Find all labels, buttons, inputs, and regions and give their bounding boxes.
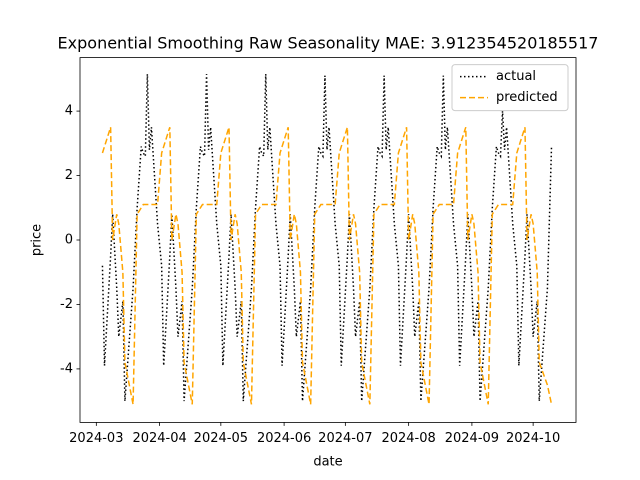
x-tick-label: 2024-08 — [381, 431, 435, 446]
x-axis-label: date — [313, 455, 342, 470]
x-tick-label: 2024-05 — [194, 431, 248, 446]
x-tick-label: 2024-10 — [506, 431, 560, 446]
x-tick-label: 2024-07 — [318, 431, 372, 446]
y-tick-label: 4 — [65, 104, 73, 119]
y-tick-label: 2 — [65, 168, 73, 183]
series-line — [101, 74, 553, 402]
x-tick-label: 2024-04 — [132, 431, 186, 446]
x-tick-label: 2024-06 — [257, 431, 311, 446]
y-tick-label: -4 — [60, 361, 73, 376]
legend-label: predicted — [496, 90, 558, 105]
y-tick-label: 0 — [65, 233, 73, 248]
y-axis-label: price — [30, 224, 45, 256]
y-tick-label: -2 — [60, 297, 73, 312]
x-tick-label: 2024-09 — [445, 431, 499, 446]
series-line — [101, 126, 553, 405]
x-tick-label: 2024-03 — [69, 431, 123, 446]
legend-label: actual — [496, 69, 536, 84]
chart-title: Exponential Smoothing Raw Seasonality MA… — [58, 34, 599, 53]
